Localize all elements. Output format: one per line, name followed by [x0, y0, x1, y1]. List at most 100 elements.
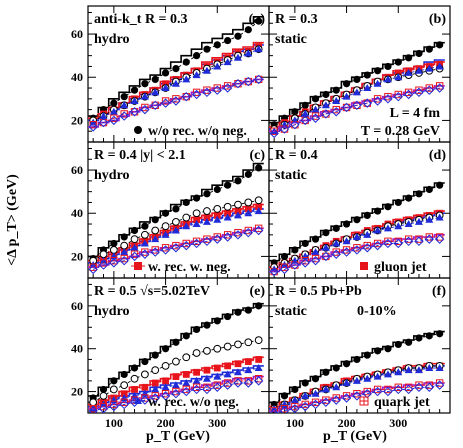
- data-point: [161, 230, 170, 238]
- data-point: [212, 234, 222, 244]
- data-point: [244, 26, 252, 34]
- data-point: [342, 103, 351, 112]
- data-point: [372, 240, 383, 251]
- series-quark-jet: [88, 376, 264, 413]
- data-point: [373, 95, 382, 103]
- data-point: [383, 224, 392, 232]
- data-point: [414, 236, 424, 247]
- data-point: [213, 233, 221, 241]
- data-point: [373, 226, 382, 234]
- series-line: [274, 217, 440, 270]
- data-point: [434, 234, 445, 244]
- panel-title: R = 0.4 |y| < 2.1: [94, 148, 186, 163]
- data-point: [162, 80, 169, 88]
- data-point: [269, 266, 279, 277]
- data-point: [109, 385, 118, 394]
- data-point: [424, 85, 435, 95]
- data-point: [321, 109, 331, 119]
- series-wo-rec-wo-neg: [270, 330, 444, 409]
- data-point: [213, 41, 221, 49]
- y-tick-label: 20: [71, 385, 83, 399]
- data-point: [332, 364, 340, 372]
- data-point: [181, 386, 191, 397]
- data-point: [140, 249, 150, 259]
- data-point: [342, 392, 351, 400]
- series-line: [93, 210, 259, 266]
- data-point: [353, 244, 361, 252]
- data-point: [321, 397, 331, 407]
- data-point: [404, 235, 413, 243]
- data-point: [89, 118, 98, 126]
- data-point: [130, 250, 139, 258]
- data-point: [223, 213, 232, 221]
- series-line: [273, 184, 440, 264]
- y-tick-label: 40: [71, 70, 83, 84]
- data-point: [280, 405, 289, 413]
- plot-area: [269, 181, 445, 277]
- data-point: [403, 89, 414, 100]
- series-quark-jet: [88, 74, 264, 132]
- data-point: [436, 181, 444, 189]
- data-point: [434, 83, 445, 93]
- data-point: [182, 332, 190, 340]
- data-point: [160, 391, 171, 401]
- data-point: [425, 45, 433, 53]
- data-point: [363, 374, 372, 382]
- data-point: [310, 113, 321, 123]
- data-point: [363, 211, 371, 219]
- data-point: [243, 227, 254, 238]
- data-point: [270, 127, 278, 135]
- data-point: [362, 389, 372, 399]
- data-point: [223, 202, 232, 211]
- legend-label: w. rec. w/o neg.: [148, 395, 239, 410]
- data-point: [161, 97, 170, 105]
- data-point: [171, 96, 181, 106]
- x-tick-label: 200: [157, 416, 175, 430]
- data-point: [414, 217, 423, 225]
- data-point: [425, 215, 434, 223]
- data-point: [322, 229, 330, 237]
- data-point: [151, 246, 159, 254]
- data-point: [222, 380, 233, 390]
- data-point: [192, 220, 201, 228]
- plot-area: [88, 162, 264, 275]
- data-point: [109, 401, 119, 412]
- data-point: [224, 181, 232, 189]
- data-point: [244, 205, 252, 213]
- data-point: [384, 92, 392, 101]
- series-line: [93, 206, 259, 264]
- data-point: [171, 79, 180, 87]
- data-point: [130, 374, 139, 383]
- data-point: [120, 110, 128, 118]
- data-point: [110, 377, 118, 385]
- series-hist-black: [88, 16, 264, 117]
- data-point: [254, 336, 263, 345]
- data-point: [404, 220, 413, 228]
- data-point: [383, 75, 392, 83]
- data-point: [415, 49, 423, 58]
- series-gluon-jet: [89, 75, 263, 129]
- data-point: [322, 252, 330, 261]
- data-point: [120, 101, 129, 109]
- series-hist-black: [88, 162, 264, 258]
- data-point: [332, 394, 340, 402]
- data-point: [182, 353, 191, 362]
- data-point: [415, 334, 423, 342]
- y-axis-label: <Δ p_T> (GeV): [5, 174, 20, 266]
- data-point: [212, 382, 222, 392]
- data-point: [223, 58, 232, 66]
- data-point: [301, 239, 309, 248]
- data-point: [192, 71, 201, 79]
- data-point: [193, 368, 200, 376]
- data-point: [212, 85, 222, 95]
- data-point: [424, 382, 435, 392]
- series-wo-rec-wo-neg: [270, 181, 444, 267]
- data-point: [332, 239, 341, 247]
- data-point: [341, 247, 352, 257]
- data-point: [203, 214, 211, 221]
- series-line: [93, 78, 259, 126]
- data-point: [393, 91, 403, 102]
- data-point: [234, 340, 242, 349]
- y-tick-label: 40: [71, 342, 83, 356]
- x-tick-label: 300: [208, 416, 226, 430]
